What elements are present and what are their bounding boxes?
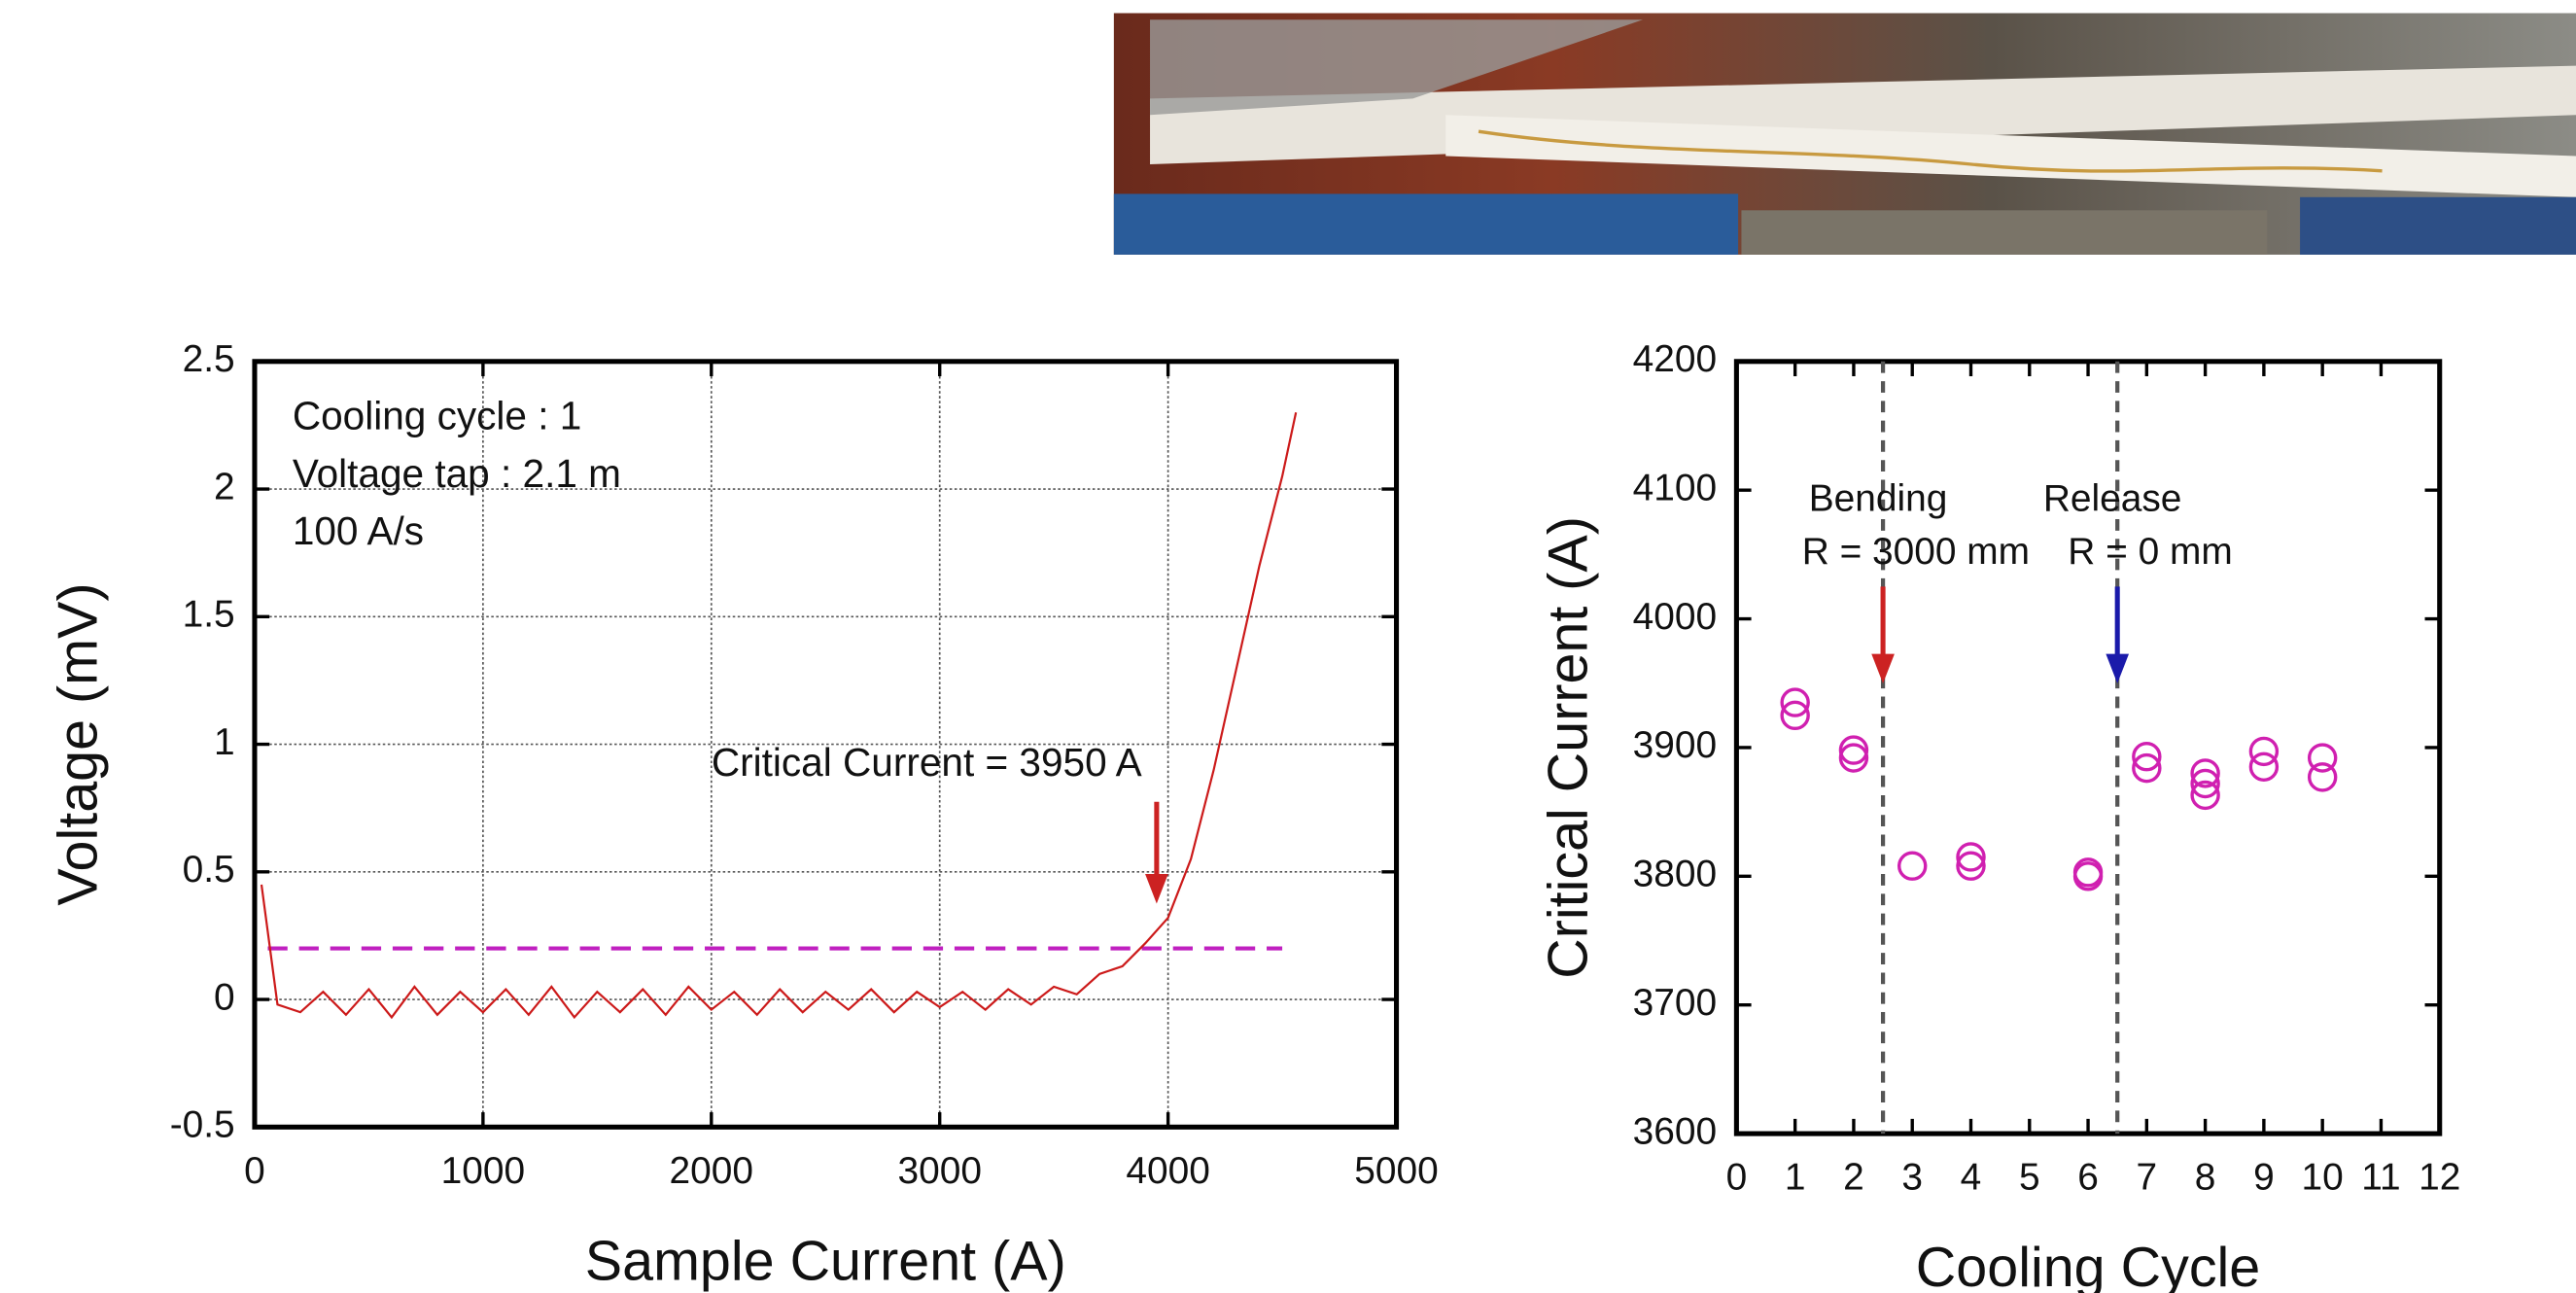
x-tick-label: 7 — [2137, 1157, 2158, 1199]
data-point — [1956, 851, 1986, 881]
x-tick-label: 1 — [1785, 1157, 1806, 1199]
annotation: Bending — [1809, 478, 1948, 520]
annotation-arrowhead — [1145, 874, 1168, 904]
x-tick-label: 11 — [2361, 1157, 2400, 1199]
x-tick-label: 4000 — [1126, 1150, 1209, 1192]
data-point — [2190, 758, 2220, 788]
x-tick-label: 3000 — [897, 1150, 981, 1192]
y-tick-label: 0 — [214, 976, 235, 1018]
annotation-arrowhead — [1871, 653, 1895, 684]
annotation-arrowhead — [2106, 653, 2130, 684]
x-axis-title: Cooling Cycle — [1916, 1237, 2260, 1293]
x-tick-label: 2 — [1843, 1157, 1864, 1199]
x-tick-label: 0 — [1726, 1157, 1748, 1199]
note: Cooling cycle : 1 — [293, 394, 582, 438]
annotation: Release — [2043, 478, 2182, 520]
x-tick-label: 0 — [244, 1150, 265, 1192]
voltage-line — [260, 412, 1298, 1020]
annotation: R = 3000 mm — [1802, 531, 2030, 573]
x-tick-label: 1000 — [441, 1150, 525, 1192]
x-tick-label: 10 — [2302, 1157, 2344, 1199]
x-tick-label: 5000 — [1354, 1150, 1438, 1192]
data-point — [1838, 743, 1869, 773]
y-tick-label: 2 — [214, 466, 235, 507]
x-tick-label: 9 — [2253, 1157, 2275, 1199]
y-tick-label: 2.5 — [183, 338, 235, 380]
annotation: Critical Current = 3950 A — [712, 740, 1142, 785]
y-tick-label: 3900 — [1633, 724, 1717, 766]
x-tick-label: 12 — [2419, 1157, 2460, 1199]
y-tick-label: 4000 — [1633, 596, 1717, 638]
y-tick-label: 3800 — [1633, 854, 1717, 895]
plot-frame — [252, 359, 1400, 1130]
photo — [1113, 13, 2576, 255]
x-axis-title: Sample Current (A) — [585, 1230, 1066, 1292]
annotation: R = 0 mm — [2068, 531, 2233, 573]
data-point — [2307, 762, 2338, 792]
data-point — [2132, 752, 2162, 784]
y-tick-label: 1.5 — [183, 594, 235, 636]
y-axis-title: Critical Current (A) — [1538, 516, 1600, 979]
data-point — [2072, 861, 2104, 891]
y-axis-title: Voltage (mV) — [48, 583, 110, 906]
y-tick-label: -0.5 — [170, 1104, 235, 1146]
y-tick-label: 0.5 — [183, 849, 235, 891]
data-point — [1780, 687, 1810, 717]
x-tick-label: 3 — [1901, 1157, 1923, 1199]
x-tick-label: 2000 — [670, 1150, 753, 1192]
data-point — [2190, 768, 2220, 799]
note: Voltage tap : 2.1 m — [293, 451, 621, 496]
note: 100 A/s — [293, 508, 424, 553]
y-tick-label: 3700 — [1633, 982, 1717, 1024]
data-point — [2190, 780, 2220, 811]
data-point — [1897, 851, 1928, 881]
data-point — [2132, 741, 2162, 772]
x-tick-label: 4 — [1961, 1157, 1982, 1199]
data-point — [1838, 735, 1869, 765]
voltage-chart: 0 1000 2000 3000 4000 5000-0.500.511.522.5Sam… — [48, 338, 1439, 1292]
plot-frame — [1733, 359, 2443, 1136]
data-point — [2248, 736, 2280, 767]
y-tick-label: 4100 — [1633, 467, 1717, 508]
x-tick-label: 8 — [2195, 1157, 2216, 1199]
data-point — [1956, 842, 1986, 872]
data-point — [1780, 700, 1810, 731]
y-tick-label: 1 — [214, 721, 235, 763]
critical-current-chart: 0 1 2 3 4 5 6 7 8 9 10 11 12360037003800390040004100… — [1538, 338, 2461, 1293]
x-tick-label: 6 — [2077, 1157, 2099, 1199]
data-point — [2307, 743, 2338, 773]
x-tick-label: 5 — [2019, 1157, 2040, 1199]
data-point — [2248, 751, 2280, 782]
y-tick-label: 4200 — [1633, 338, 1717, 380]
y-tick-label: 3600 — [1633, 1110, 1717, 1152]
